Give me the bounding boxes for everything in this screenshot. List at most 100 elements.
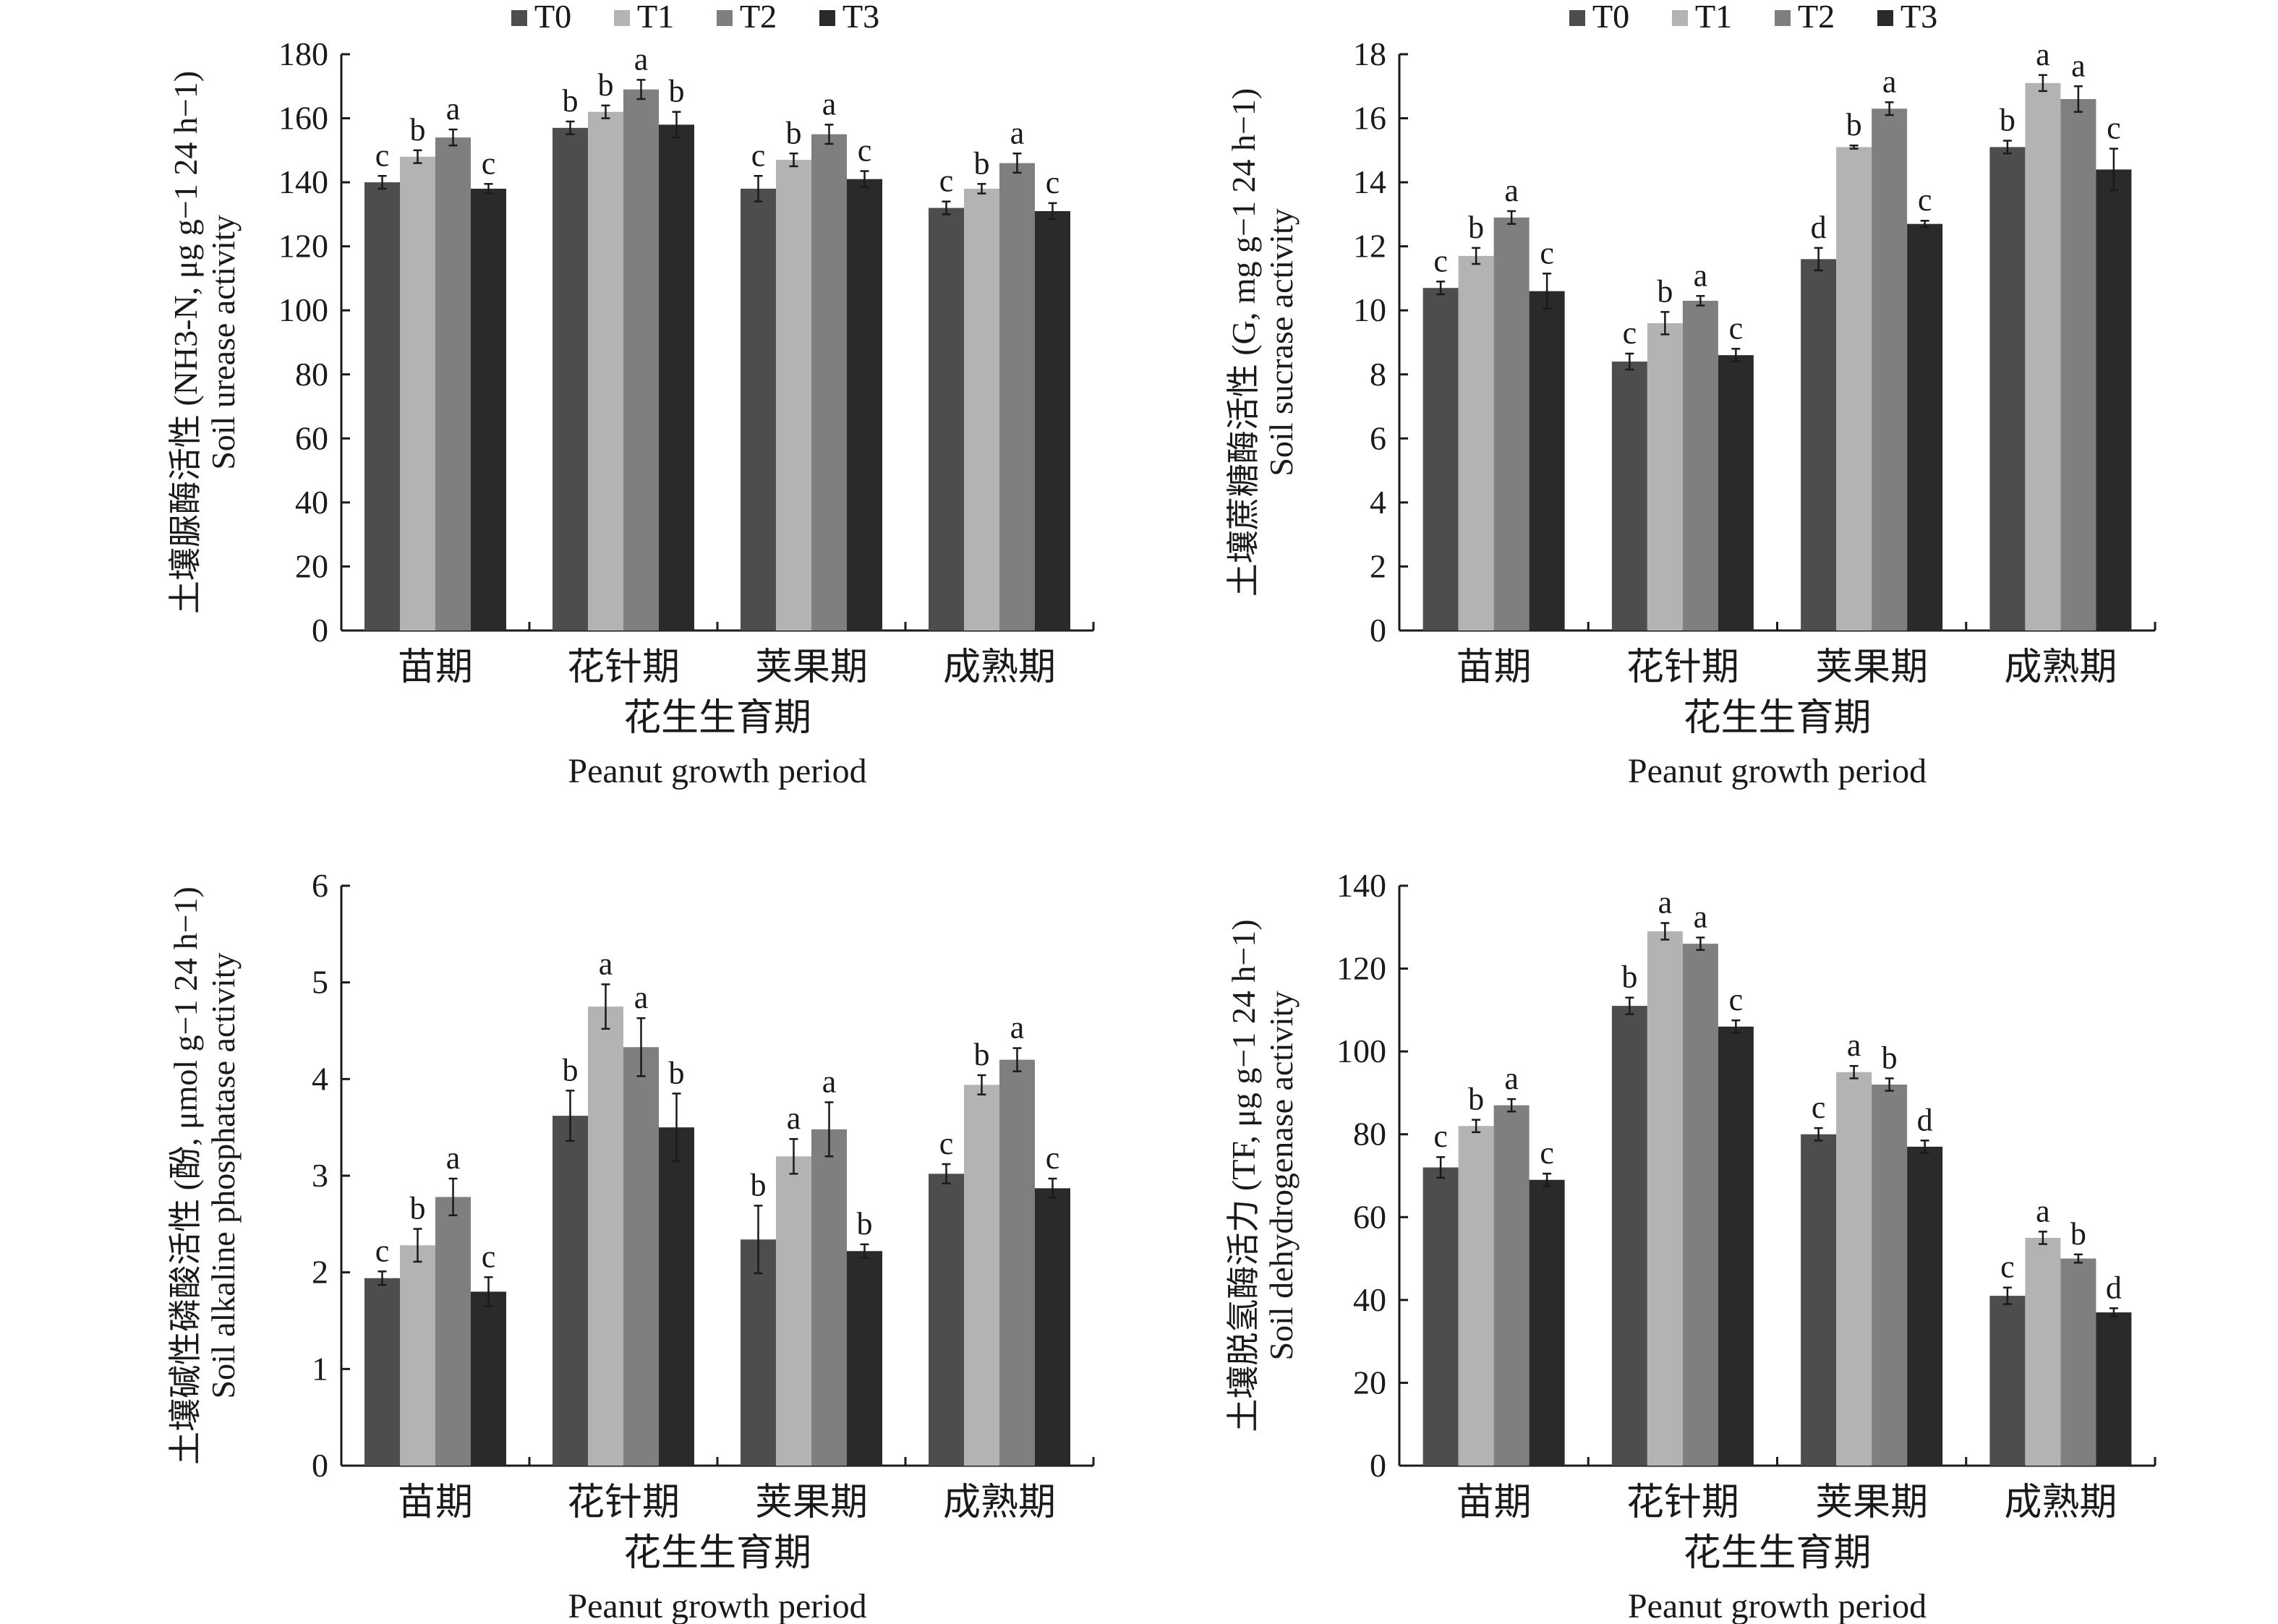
bar-t2 [435, 1197, 471, 1466]
x-tick-label: 花针期 [567, 647, 680, 688]
legend-label: T2 [1798, 0, 1835, 35]
significance-letter: c [1433, 243, 1448, 278]
y-tick-label: 1 [312, 1350, 328, 1387]
significance-letter: a [634, 41, 649, 77]
y-axis-title-cn: 土壤脱氢酶活力 (TF, μg g−1 24 h−1) [1225, 919, 1262, 1432]
x-tick-label: 花针期 [1626, 647, 1739, 688]
significance-letter: a [1694, 257, 1708, 293]
bar-t0 [1801, 1134, 1837, 1466]
y-tick-label: 60 [295, 419, 328, 456]
bar-t0 [1989, 147, 2026, 631]
x-tick-label: 成熟期 [943, 1482, 1056, 1523]
bar-t0 [1611, 1006, 1647, 1466]
y-tick-label: 60 [1353, 1198, 1386, 1235]
bar-t3 [659, 124, 694, 631]
x-tick-label: 花针期 [567, 1482, 680, 1523]
x-axis-title-en: Peanut growth period [1628, 752, 1927, 790]
x-axis-title-cn: 花生生育期 [623, 1533, 811, 1574]
significance-letter: a [1882, 64, 1897, 99]
significance-letter: a [1010, 1010, 1025, 1046]
significance-letter: d [1917, 1102, 1933, 1137]
y-tick-label: 0 [312, 1447, 328, 1484]
bar-t1 [400, 1245, 435, 1466]
legend-label: T1 [1695, 0, 1732, 35]
significance-letter: a [1504, 1061, 1519, 1096]
y-tick-label: 0 [1370, 612, 1386, 649]
significance-letter: c [939, 163, 954, 199]
significance-letter: d [1811, 210, 1827, 245]
y-axis-title-en: Soil sucrase activity [1263, 208, 1300, 476]
y-tick-label: 6 [312, 867, 328, 904]
bar-t0 [741, 1239, 776, 1466]
significance-letter: a [822, 86, 837, 121]
legend: T0 T1 T2 T3 [1569, 0, 1937, 35]
significance-letter: b [1468, 1082, 1484, 1117]
bar-t1 [964, 1085, 999, 1466]
significance-letter: c [1918, 182, 1932, 218]
bar-t0 [364, 182, 400, 631]
bar-t0 [364, 1278, 400, 1466]
bar-t2 [811, 1129, 847, 1466]
bar-t3 [1529, 291, 1565, 631]
y-tick-label: 0 [1370, 1447, 1386, 1484]
x-axis-title-cn: 花生生育期 [1683, 698, 1871, 739]
legend-label: T2 [1798, 0, 1835, 35]
y-tick-label: 80 [1353, 1116, 1386, 1153]
bar-t3 [1529, 1179, 1565, 1466]
significance-letter: b [751, 1167, 767, 1202]
legend-label: T0 [1592, 0, 1629, 35]
bar-t1 [776, 1156, 811, 1466]
legend-label: T1 [637, 0, 674, 35]
y-axis-title-cn: 土壤蔗糖酶活性 (G, mg g−1 24 h−1) [1225, 88, 1262, 597]
y-tick-label: 3 [312, 1157, 328, 1194]
legend-label: T3 [842, 0, 879, 35]
bar-t3 [659, 1127, 694, 1466]
significance-letter: a [1694, 899, 1708, 935]
x-tick-label: 苗期 [1456, 1482, 1532, 1523]
y-tick-label: 0 [312, 612, 328, 649]
bar-t3 [471, 188, 506, 631]
y-tick-label: 2 [1370, 547, 1386, 584]
y-tick-label: 140 [278, 163, 328, 200]
significance-letter: c [939, 1126, 954, 1161]
y-tick-label: 8 [1370, 356, 1386, 393]
significance-letter: b [857, 1206, 873, 1241]
significance-letter: a [822, 1064, 837, 1099]
x-axis-title-cn: 花生生育期 [1683, 1533, 1871, 1574]
y-tick-label: 40 [295, 484, 328, 521]
significance-letter: b [1882, 1040, 1898, 1075]
bar-t3 [2096, 169, 2132, 631]
bar-t2 [1682, 944, 1718, 1466]
x-tick-label: 荚果期 [1815, 1482, 1928, 1523]
bar-t1 [1647, 931, 1683, 1466]
y-tick-label: 140 [1336, 867, 1386, 904]
x-tick-label: 荚果期 [1815, 647, 1928, 688]
legend-label: T2 [740, 0, 777, 35]
bar-t3 [1907, 223, 1943, 631]
significance-letter: b [2000, 103, 2015, 138]
x-tick-label: 成熟期 [2004, 1482, 2117, 1523]
significance-letter: b [786, 115, 802, 150]
significance-letter: b [1621, 960, 1637, 995]
y-tick-label: 80 [295, 356, 328, 393]
bar-t3 [1907, 1146, 1943, 1466]
y-tick-label: 120 [278, 228, 328, 265]
y-tick-label: 16 [1353, 100, 1386, 137]
y-axis-title-cn: 土壤碱性磷酸活性 (酚, μmol g−1 24 h−1) [167, 886, 204, 1465]
significance-letter: a [446, 1140, 461, 1176]
y-axis-title-en: Soil dehydrogenase activity [1263, 991, 1300, 1361]
significance-letter: c [2000, 1249, 2015, 1285]
bar-t2 [2060, 1258, 2096, 1466]
bar-t2 [1682, 300, 1718, 631]
y-axis-title-en: Soil urease activity [205, 215, 242, 470]
bar-t2 [1493, 217, 1530, 631]
x-tick-label: 成熟期 [943, 647, 1056, 688]
bar-t1 [400, 156, 435, 631]
legend-label: T2 [740, 0, 777, 35]
significance-letter: b [669, 74, 685, 109]
bar-t3 [847, 1251, 882, 1466]
legend-swatch [511, 10, 527, 26]
significance-letter: b [563, 1052, 579, 1087]
y-axis-title-en: Soil alkaline phosphatase activity [205, 952, 242, 1398]
